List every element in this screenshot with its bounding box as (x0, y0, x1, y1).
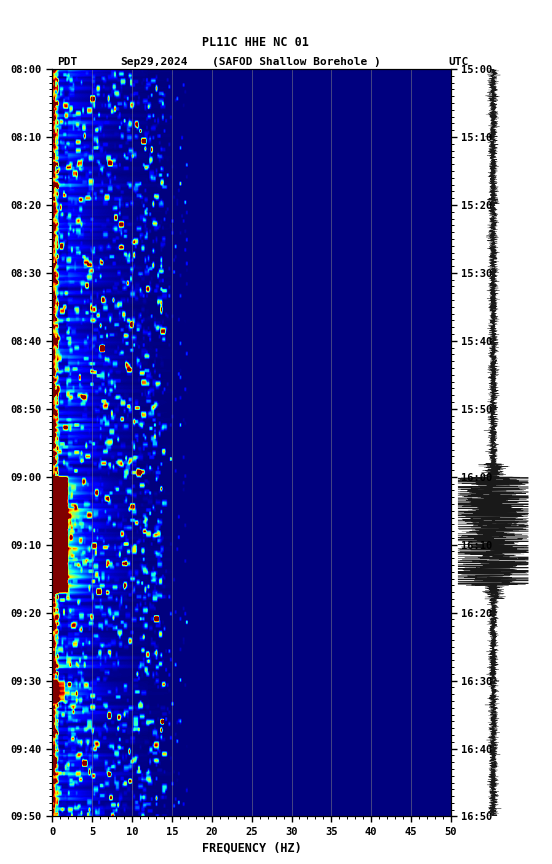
Text: Sep29,2024: Sep29,2024 (120, 57, 188, 67)
Text: UTC: UTC (448, 57, 469, 67)
Text: PDT: PDT (57, 57, 77, 67)
Text: PL11C HHE NC 01: PL11C HHE NC 01 (202, 36, 309, 49)
X-axis label: FREQUENCY (HZ): FREQUENCY (HZ) (202, 841, 301, 854)
Text: (SAFOD Shallow Borehole ): (SAFOD Shallow Borehole ) (212, 57, 380, 67)
